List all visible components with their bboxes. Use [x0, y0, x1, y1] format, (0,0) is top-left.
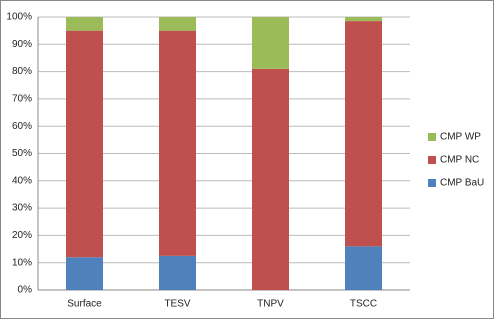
bar-segment: [159, 17, 196, 31]
y-tick-label: 10%: [12, 257, 32, 268]
legend-swatch: [428, 133, 436, 141]
bar-segment: [159, 30, 196, 256]
bar-segment: [345, 17, 382, 22]
bar-segment: [345, 21, 382, 247]
y-tick-label: 30%: [12, 203, 32, 214]
y-tick-label: 50%: [12, 148, 32, 159]
bar-segment: [159, 255, 196, 290]
x-tick-label: TNPV: [257, 299, 284, 310]
y-tick-label: 90%: [12, 39, 32, 50]
legend-swatch: [428, 156, 436, 164]
y-tick-label: 0%: [18, 285, 33, 296]
bar-segment: [252, 17, 289, 69]
y-tick-label: 20%: [12, 230, 32, 241]
y-tick-label: 70%: [12, 94, 32, 105]
legend-label: CMP NC: [440, 155, 479, 166]
legend-swatch: [428, 179, 436, 187]
bar-segment: [252, 68, 289, 291]
bar-segment: [345, 246, 382, 290]
x-tick-label: Surface: [67, 299, 102, 310]
y-tick-label: 40%: [12, 175, 32, 186]
x-tick-label: TSCC: [350, 299, 377, 310]
legend-label: CMP WP: [440, 132, 481, 143]
y-tick-label: 100%: [6, 12, 32, 23]
y-tick-label: 80%: [12, 66, 32, 77]
bar-segment: [66, 30, 103, 258]
bar-segment: [66, 17, 103, 31]
legend-label: CMP BaU: [440, 178, 484, 189]
y-tick-label: 60%: [12, 121, 32, 132]
bar-segment: [66, 257, 103, 290]
x-tick-label: TESV: [164, 299, 190, 310]
